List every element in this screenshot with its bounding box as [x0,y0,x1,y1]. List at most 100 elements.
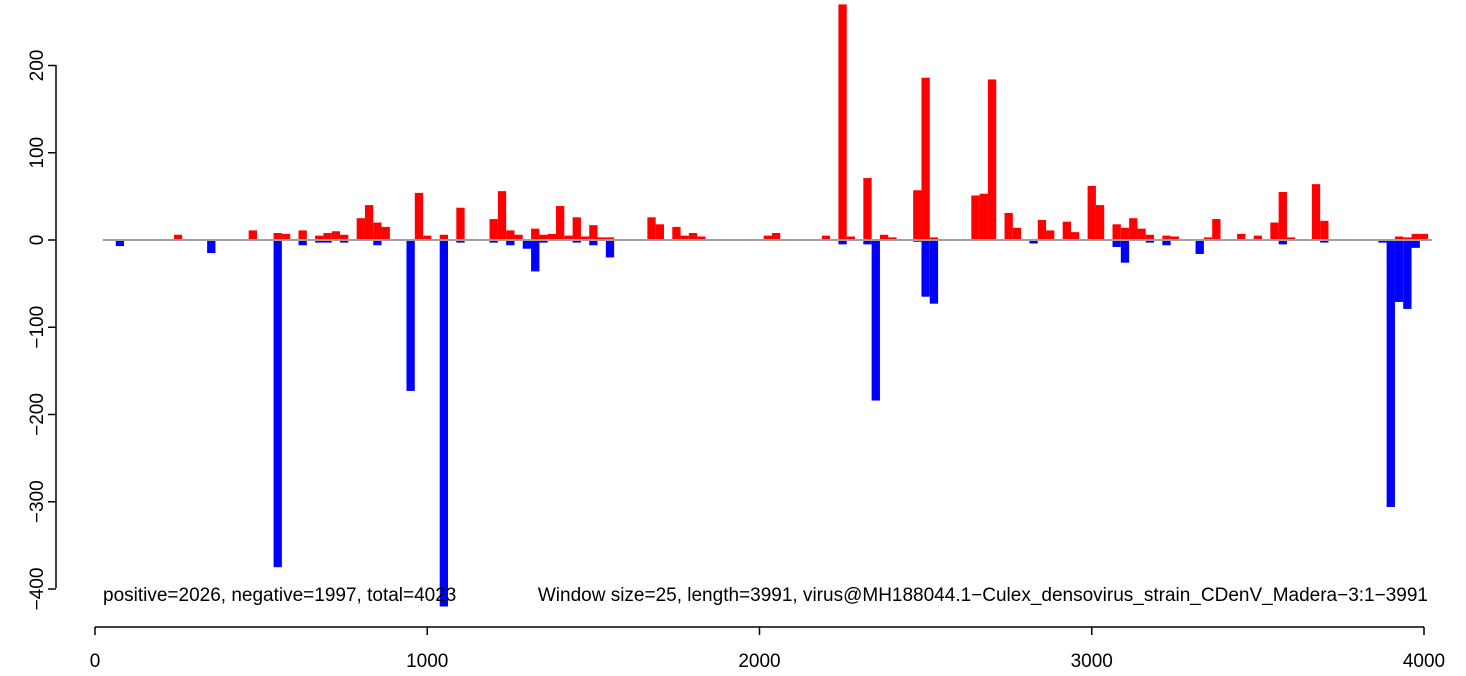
positive-bar [605,237,615,240]
negative-bar [273,240,282,568]
positive-bar [281,233,291,240]
positive-bar [1320,220,1329,240]
positive-bar [821,235,831,240]
positive-bar [298,230,307,240]
positive-bar [497,191,507,240]
negative-bar [1386,240,1395,507]
positive-bar [489,219,498,240]
positive-bar [1253,235,1263,240]
positive-bar [672,226,681,240]
positive-bar [763,235,772,240]
negative-bar [1195,240,1204,254]
y-axis: −400 −300 −200 −100 0 100 200 [27,50,56,611]
y-tick-label: 200 [27,50,48,82]
positive-bar [921,77,930,240]
negative-bar [506,240,515,246]
positive-bar [1162,235,1171,240]
positive-bar [315,235,324,240]
positive-bar [439,234,449,240]
positive-bar [655,224,664,240]
x-tick-label: 1000 [406,651,448,672]
negative-bar [115,240,125,247]
positive-bar [589,225,598,240]
negative-bar [921,240,930,297]
positive-bar [1087,185,1096,240]
positive-bar [555,205,565,240]
positive-bar [846,236,856,240]
negative-bar [531,240,540,272]
positive-bar [879,234,889,240]
positive-bar [1411,233,1420,240]
positive-bar [1145,234,1155,240]
negative-bar [1394,240,1404,302]
positive-bar [564,235,573,240]
negative-bar [522,240,532,249]
x-tick-label: 0 [90,651,101,672]
negative-bar [1411,240,1420,248]
positive-bar [771,233,781,240]
positive-bar [1286,237,1296,240]
negative-bar [863,240,872,245]
x-tick-label: 2000 [738,651,780,672]
negative-bar [1162,240,1171,246]
positive-bar [1419,233,1429,240]
positive-bar [423,235,432,240]
y-tick-label: 0 [27,235,48,246]
positive-bar [1012,227,1022,240]
y-tick-label: 100 [27,137,48,169]
y-tick-label: −400 [27,568,48,611]
positive-bar [1170,236,1179,240]
positive-bar [1212,219,1221,240]
positive-bar [979,193,988,240]
negative-bar [315,240,324,243]
negative-bar [373,240,382,246]
negative-bar [207,240,216,254]
negative-bar [1120,240,1130,263]
positive-bar [1004,212,1013,240]
negative-bar [605,240,615,258]
bars-layer [115,4,1429,607]
positive-bar [1046,230,1055,240]
negative-bar [1278,240,1287,245]
x-tick-label: 3000 [1071,651,1113,672]
negative-bar [439,240,449,607]
negative-bar [1320,240,1329,243]
positive-bar [971,195,980,240]
negative-bar [1403,240,1412,309]
negative-bar [298,240,307,246]
x-tick-label: 4000 [1403,651,1445,672]
positive-bar [248,230,257,240]
positive-bar [273,233,282,240]
positive-bar [1062,221,1071,240]
positive-bar [1311,184,1321,240]
positive-bar [381,226,390,240]
positive-bar [680,235,689,240]
positive-bar [580,236,590,240]
positive-bar [597,237,606,240]
positive-bar [838,4,847,240]
caption-right: Window size=25, length=3991, virus@MH188… [538,585,1428,606]
positive-bar [1137,228,1146,240]
negative-bar [323,240,332,243]
negative-bar [1145,240,1155,243]
positive-bar [1037,219,1047,240]
positive-bar [364,205,374,240]
positive-bar [323,233,332,240]
negative-bar [1378,240,1387,243]
positive-bar [1278,192,1287,240]
negative-bar [1029,240,1038,244]
positive-bar [913,190,922,240]
positive-bar [1070,232,1080,240]
positive-bar [1270,222,1279,240]
positive-bar [688,233,698,240]
positive-bar [1095,205,1105,240]
negative-bar [456,240,465,243]
positive-bar [356,218,365,240]
negative-bar [539,240,548,243]
positive-bar [173,234,183,240]
positive-bar [1403,237,1412,240]
positive-bar [647,217,656,240]
caption-left: positive=2026, negative=1997, total=4023 [103,585,456,606]
positive-bar [1112,224,1121,240]
